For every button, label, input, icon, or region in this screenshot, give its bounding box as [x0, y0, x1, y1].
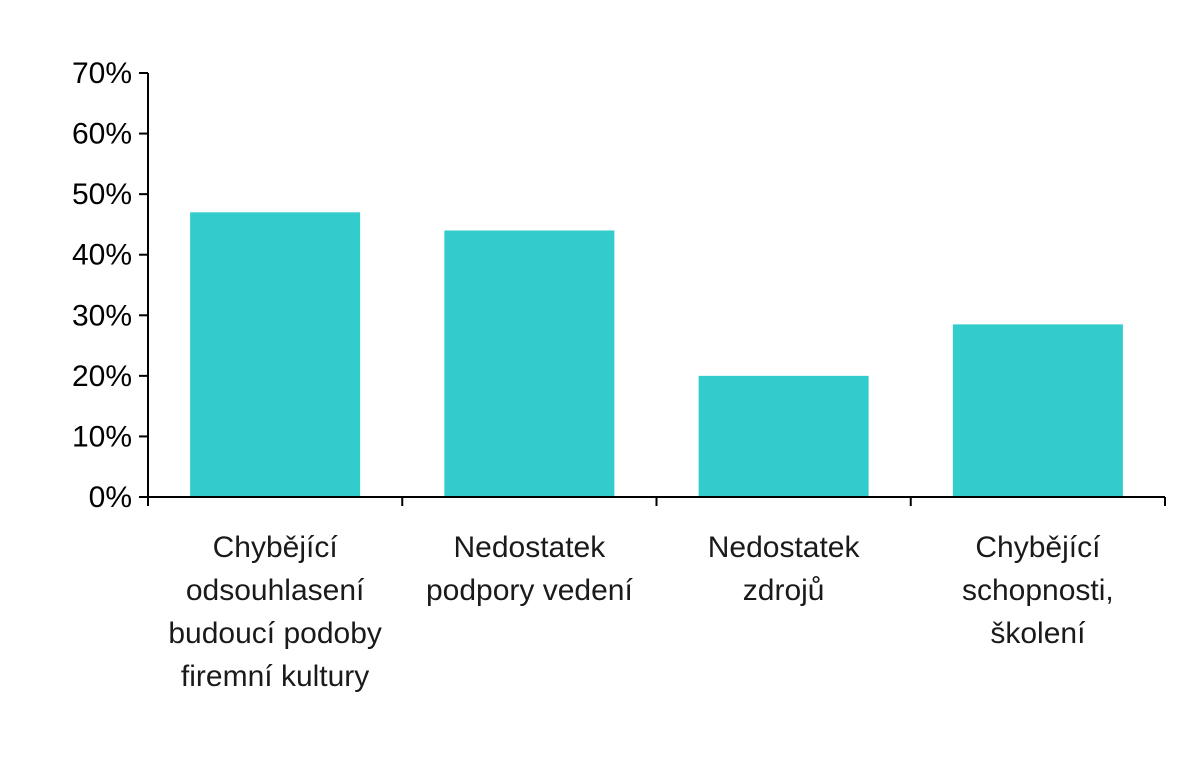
category-label-line: Chybějící	[975, 531, 1101, 564]
y-axis-ticks: 0% 10% 20% 30% 40% 50% 60% 70%	[72, 57, 148, 514]
y-tick-label: 60%	[72, 118, 132, 151]
category-label-line: školení	[990, 617, 1086, 650]
category-label-line: Nedostatek	[708, 531, 861, 564]
bars-group	[190, 212, 1123, 498]
category-label-1: Chybějící odsouhlasení budoucí podoby firem…	[168, 531, 382, 693]
bar-3	[698, 375, 869, 497]
category-label-line: podpory vedení	[426, 574, 633, 607]
category-label-line: Chybějící	[213, 531, 339, 564]
bar-1	[190, 212, 361, 498]
category-label-line: firemní kultury	[181, 660, 369, 693]
category-label-line: budoucí podoby	[168, 617, 382, 650]
bar-2	[444, 230, 615, 497]
category-label-line: Nedostatek	[453, 531, 606, 564]
category-label-line: zdrojů	[743, 574, 825, 607]
bar-4	[952, 324, 1123, 497]
category-label-3: Nedostatek zdrojů	[708, 531, 861, 607]
y-tick-label: 70%	[72, 57, 132, 90]
category-label-2: Nedostatek podpory vedení	[426, 531, 633, 607]
y-tick-label: 0%	[89, 481, 132, 514]
x-axis-category-labels: Chybějící odsouhlasení budoucí podoby firem…	[168, 531, 1113, 693]
axes-group	[147, 73, 1166, 506]
category-label-4: Chybějící schopnosti, školení	[962, 531, 1114, 650]
y-tick-label: 30%	[72, 299, 132, 332]
y-tick-label: 10%	[72, 420, 132, 453]
category-label-line: schopnosti,	[962, 574, 1114, 607]
y-tick-label: 50%	[72, 178, 132, 211]
category-label-line: odsouhlasení	[186, 574, 365, 607]
y-tick-label: 20%	[72, 360, 132, 393]
y-tick-label: 40%	[72, 239, 132, 272]
